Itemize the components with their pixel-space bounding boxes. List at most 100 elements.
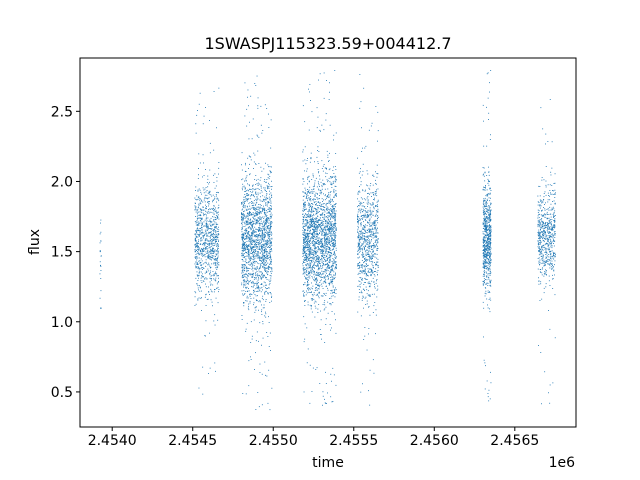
data-point [369, 241, 371, 243]
data-point [198, 253, 200, 255]
data-point [312, 232, 314, 233]
data-point [369, 193, 370, 195]
data-point [312, 209, 314, 211]
data-point [316, 220, 318, 222]
data-point [258, 243, 260, 245]
data-point [243, 274, 245, 276]
data-point [242, 272, 244, 274]
data-point [202, 232, 204, 234]
data-point [331, 237, 333, 239]
data-point [208, 231, 210, 233]
data-point [208, 373, 209, 374]
data-point [360, 277, 362, 279]
data-point [335, 193, 337, 194]
data-point [247, 254, 249, 255]
data-point [306, 327, 308, 329]
data-point [321, 261, 323, 263]
data-point [312, 265, 314, 267]
data-point [198, 174, 199, 176]
data-point [333, 173, 335, 174]
data-point [212, 247, 214, 249]
data-point [267, 201, 269, 202]
data-point [370, 183, 372, 184]
data-point [271, 387, 273, 389]
data-point [302, 233, 304, 235]
data-point [263, 210, 265, 212]
data-point [306, 292, 308, 294]
data-point [313, 264, 315, 266]
data-point [361, 272, 363, 274]
data-point [312, 218, 314, 220]
data-point [320, 226, 322, 228]
data-point [314, 233, 316, 234]
data-point [252, 184, 254, 186]
data-point [247, 233, 249, 235]
data-point [204, 244, 206, 246]
data-point [371, 231, 373, 233]
data-point [333, 214, 335, 216]
data-point [334, 225, 336, 227]
data-point [327, 228, 329, 229]
data-point [315, 247, 317, 249]
data-point [199, 250, 201, 252]
data-point [198, 224, 200, 226]
data-point [210, 221, 211, 223]
data-point [302, 222, 304, 224]
data-point [327, 197, 329, 198]
data-point [256, 253, 258, 255]
data-point [268, 287, 270, 289]
data-point [307, 227, 309, 229]
data-point [262, 251, 264, 253]
data-point [303, 203, 304, 205]
data-point [333, 134, 335, 136]
data-point [360, 222, 362, 224]
data-point [195, 234, 197, 236]
data-point [325, 260, 327, 262]
data-point [316, 203, 317, 205]
data-point [263, 205, 264, 207]
data-point [306, 271, 308, 273]
data-point [368, 219, 370, 221]
data-point [251, 246, 253, 248]
data-point [260, 166, 262, 168]
data-point [250, 221, 251, 223]
data-point [368, 283, 370, 285]
data-point [194, 237, 196, 239]
data-point [304, 283, 306, 285]
data-point [334, 235, 336, 237]
data-point [309, 247, 311, 249]
data-point [373, 293, 375, 295]
data-point [241, 202, 242, 204]
data-point [242, 228, 243, 230]
data-point [256, 255, 258, 257]
data-point [311, 209, 313, 211]
data-point [242, 178, 244, 180]
data-point [317, 265, 319, 267]
data-point [254, 154, 256, 156]
data-point [254, 257, 256, 259]
data-point [268, 232, 269, 234]
data-point [269, 241, 271, 243]
data-point [270, 226, 271, 228]
data-point [260, 271, 261, 273]
data-point [205, 248, 207, 250]
data-point [258, 255, 260, 257]
data-point [195, 292, 197, 294]
data-point [264, 269, 265, 271]
data-point [241, 212, 242, 214]
data-point [329, 257, 331, 258]
data-point [335, 261, 337, 263]
data-point [200, 191, 202, 193]
data-point [247, 233, 249, 235]
data-point [308, 175, 310, 177]
data-point [262, 321, 264, 322]
data-point [267, 218, 269, 220]
data-point [258, 211, 260, 213]
data-point [256, 201, 258, 203]
data-point [330, 228, 332, 230]
data-point [328, 284, 330, 286]
data-point [317, 237, 319, 239]
data-point [326, 269, 328, 271]
data-point [307, 235, 309, 237]
data-point [304, 242, 306, 244]
